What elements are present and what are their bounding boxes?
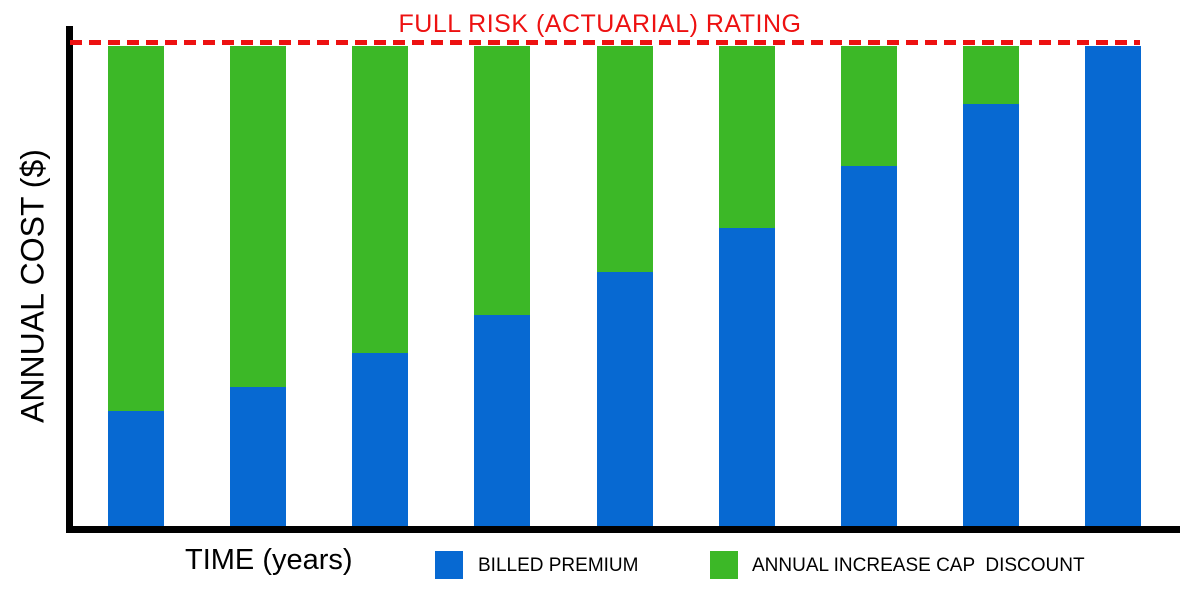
bar-5-billed-premium-segment — [597, 271, 653, 526]
y-axis-line — [66, 26, 73, 533]
plot-area — [66, 26, 1180, 533]
x-axis-line — [66, 526, 1180, 533]
bar-9 — [1085, 46, 1141, 526]
bar-8-cap-discount-segment — [963, 46, 1019, 104]
full-rating-threshold-dashed-line — [70, 40, 1140, 45]
y-axis-label: ANNUAL COST ($) — [14, 149, 51, 423]
bar-4 — [474, 46, 530, 526]
bar-8 — [963, 46, 1019, 526]
bar-3-billed-premium-segment — [352, 353, 408, 526]
bar-1-billed-premium-segment — [108, 410, 164, 526]
bar-5 — [597, 46, 653, 526]
bar-2-cap-discount-segment — [230, 46, 286, 387]
bar-5-cap-discount-segment — [597, 46, 653, 272]
bar-7-cap-discount-segment — [841, 46, 897, 166]
bar-2-billed-premium-segment — [230, 386, 286, 526]
bar-4-billed-premium-segment — [474, 314, 530, 526]
bar-6-cap-discount-segment — [719, 46, 775, 229]
bar-1 — [108, 46, 164, 526]
bar-9-billed-premium-segment — [1085, 46, 1141, 526]
bar-7-billed-premium-segment — [841, 166, 897, 526]
bar-8-billed-premium-segment — [963, 103, 1019, 526]
legend-swatch-billed-premium — [435, 551, 463, 579]
bar-3-cap-discount-segment — [352, 46, 408, 354]
bar-6-billed-premium-segment — [719, 228, 775, 526]
bar-6 — [719, 46, 775, 526]
bar-4-cap-discount-segment — [474, 46, 530, 315]
full-risk-rating-title: FULL RISK (ACTUARIAL) RATING — [398, 10, 802, 38]
legend-swatch-annual-increase-cap-discount — [710, 551, 738, 579]
bar-3 — [352, 46, 408, 526]
x-axis-label: TIME (years) — [185, 544, 353, 576]
bar-1-cap-discount-segment — [108, 46, 164, 411]
bar-2 — [230, 46, 286, 526]
legend-label-annual-increase-cap-discount: ANNUAL INCREASE CAP DISCOUNT — [752, 555, 1085, 576]
legend-label-billed-premium: BILLED PREMIUM — [478, 555, 639, 576]
bar-7 — [841, 46, 897, 526]
